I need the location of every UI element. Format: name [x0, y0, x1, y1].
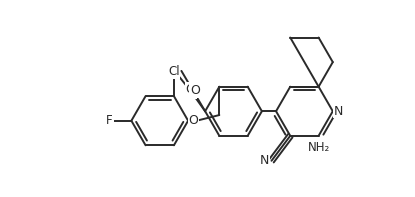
Text: N: N: [260, 154, 269, 167]
Text: N: N: [334, 105, 343, 118]
Text: O: O: [186, 83, 195, 96]
Text: O: O: [190, 84, 200, 97]
Text: O: O: [188, 114, 198, 127]
Text: NH₂: NH₂: [308, 141, 330, 154]
Text: Cl: Cl: [168, 65, 180, 78]
Text: O: O: [186, 85, 196, 98]
Text: F: F: [106, 114, 113, 127]
